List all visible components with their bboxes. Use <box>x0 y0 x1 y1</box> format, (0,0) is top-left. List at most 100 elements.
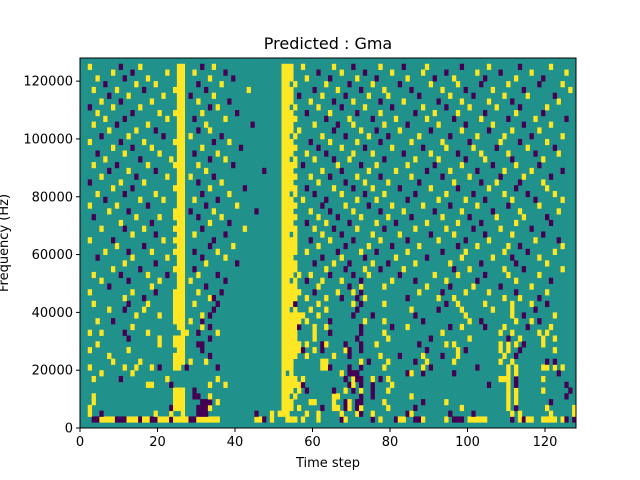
y-tick-label: 100000 <box>23 132 73 147</box>
heatmap-cell <box>176 300 182 307</box>
heatmap-cell <box>103 248 108 255</box>
heatmap-cell <box>355 370 360 377</box>
heatmap-cell <box>331 63 337 70</box>
heatmap-cell <box>153 231 158 238</box>
heatmap-cell <box>254 410 259 417</box>
heatmap-cell <box>428 364 434 371</box>
heatmap-cell <box>192 248 197 255</box>
heatmap-cell <box>281 381 286 388</box>
heatmap-cell <box>173 266 178 273</box>
heatmap-cell <box>424 167 430 175</box>
heatmap-cell <box>335 248 341 255</box>
y-tick-label: 60000 <box>32 248 73 263</box>
heatmap-cell <box>343 179 348 186</box>
heatmap-cell <box>107 306 112 313</box>
heatmap-cell <box>324 115 329 122</box>
heatmap-cell <box>293 416 298 423</box>
heatmap-cell <box>444 190 449 198</box>
heatmap-cell <box>153 260 158 267</box>
heatmap-cell <box>281 63 286 70</box>
heatmap-cell <box>331 260 337 267</box>
heatmap-cell <box>506 341 511 348</box>
heatmap-cell <box>277 410 282 417</box>
heatmap-cell <box>448 167 453 175</box>
heatmap-cell <box>180 219 186 227</box>
heatmap-cell <box>289 399 294 406</box>
heatmap-cell <box>196 341 201 348</box>
heatmap-cell <box>347 115 352 122</box>
heatmap-cell <box>281 329 286 336</box>
heatmap-cell <box>207 156 213 163</box>
heatmap-cell <box>281 81 286 88</box>
heatmap-cell <box>293 283 298 290</box>
heatmap-cell <box>328 138 333 146</box>
heatmap-cell <box>374 248 379 255</box>
heatmap-cell <box>180 86 186 94</box>
heatmap-cell <box>320 341 325 348</box>
heatmap-cell <box>382 399 387 406</box>
heatmap-cell <box>188 277 193 284</box>
heatmap-cell <box>479 115 484 122</box>
heatmap-cell <box>486 127 492 134</box>
heatmap-cell <box>285 318 290 325</box>
heatmap-cell <box>293 248 298 255</box>
heatmap-cell <box>308 138 313 146</box>
heatmap-cell <box>494 104 499 111</box>
heatmap-cell <box>486 237 492 244</box>
heatmap-cell <box>281 347 286 354</box>
heatmap-cell <box>293 156 298 163</box>
heatmap-cell <box>537 318 542 325</box>
heatmap-cell <box>285 410 290 417</box>
heatmap-cell <box>176 86 182 94</box>
heatmap-cell <box>347 347 352 354</box>
heatmap-cell <box>560 133 565 140</box>
heatmap-cell <box>114 121 120 128</box>
heatmap-cell <box>545 329 550 336</box>
heatmap-cell <box>331 387 337 394</box>
heatmap-cell <box>448 133 453 140</box>
heatmap-cell <box>390 144 395 151</box>
heatmap-cell <box>560 243 565 250</box>
y-tick-label: 120000 <box>23 75 73 90</box>
heatmap-cell <box>475 277 480 284</box>
heatmap-cell <box>281 219 286 227</box>
heatmap-cell <box>304 318 310 325</box>
heatmap-cell <box>173 86 178 94</box>
heatmap-cell <box>308 306 313 313</box>
heatmap-cell <box>316 144 321 151</box>
heatmap-cell <box>173 237 178 244</box>
heatmap-cell <box>91 399 96 406</box>
heatmap-cell <box>486 381 492 388</box>
heatmap-cell <box>370 387 375 394</box>
heatmap-cell <box>293 243 298 250</box>
heatmap-cell <box>525 92 530 99</box>
heatmap-cell <box>514 110 519 117</box>
heatmap-cell <box>122 295 127 302</box>
heatmap-cell <box>285 323 290 331</box>
heatmap-cell <box>200 347 205 354</box>
heatmap-cell <box>320 347 325 354</box>
heatmap-cell <box>180 133 186 140</box>
heatmap-cell <box>459 127 465 134</box>
heatmap-cell <box>91 121 96 128</box>
heatmap-cell <box>173 214 178 221</box>
heatmap-cell <box>300 347 306 354</box>
heatmap-cell <box>351 150 356 157</box>
heatmap-cell <box>331 185 337 192</box>
heatmap-cell <box>359 86 364 94</box>
heatmap-cell <box>533 150 538 157</box>
heatmap-cell <box>297 341 302 348</box>
heatmap-cell <box>293 81 298 88</box>
heatmap-cell <box>281 208 286 215</box>
heatmap-cell <box>421 364 426 371</box>
heatmap-cell <box>281 69 286 76</box>
heatmap-cell <box>514 399 519 406</box>
heatmap-cell <box>483 271 488 279</box>
heatmap-cell <box>289 352 294 360</box>
heatmap-cell <box>366 202 372 209</box>
heatmap-cell <box>192 300 197 307</box>
heatmap-cell <box>374 75 379 82</box>
heatmap-cell <box>99 416 104 423</box>
heatmap-cell <box>483 323 488 331</box>
heatmap-cell <box>548 277 554 284</box>
